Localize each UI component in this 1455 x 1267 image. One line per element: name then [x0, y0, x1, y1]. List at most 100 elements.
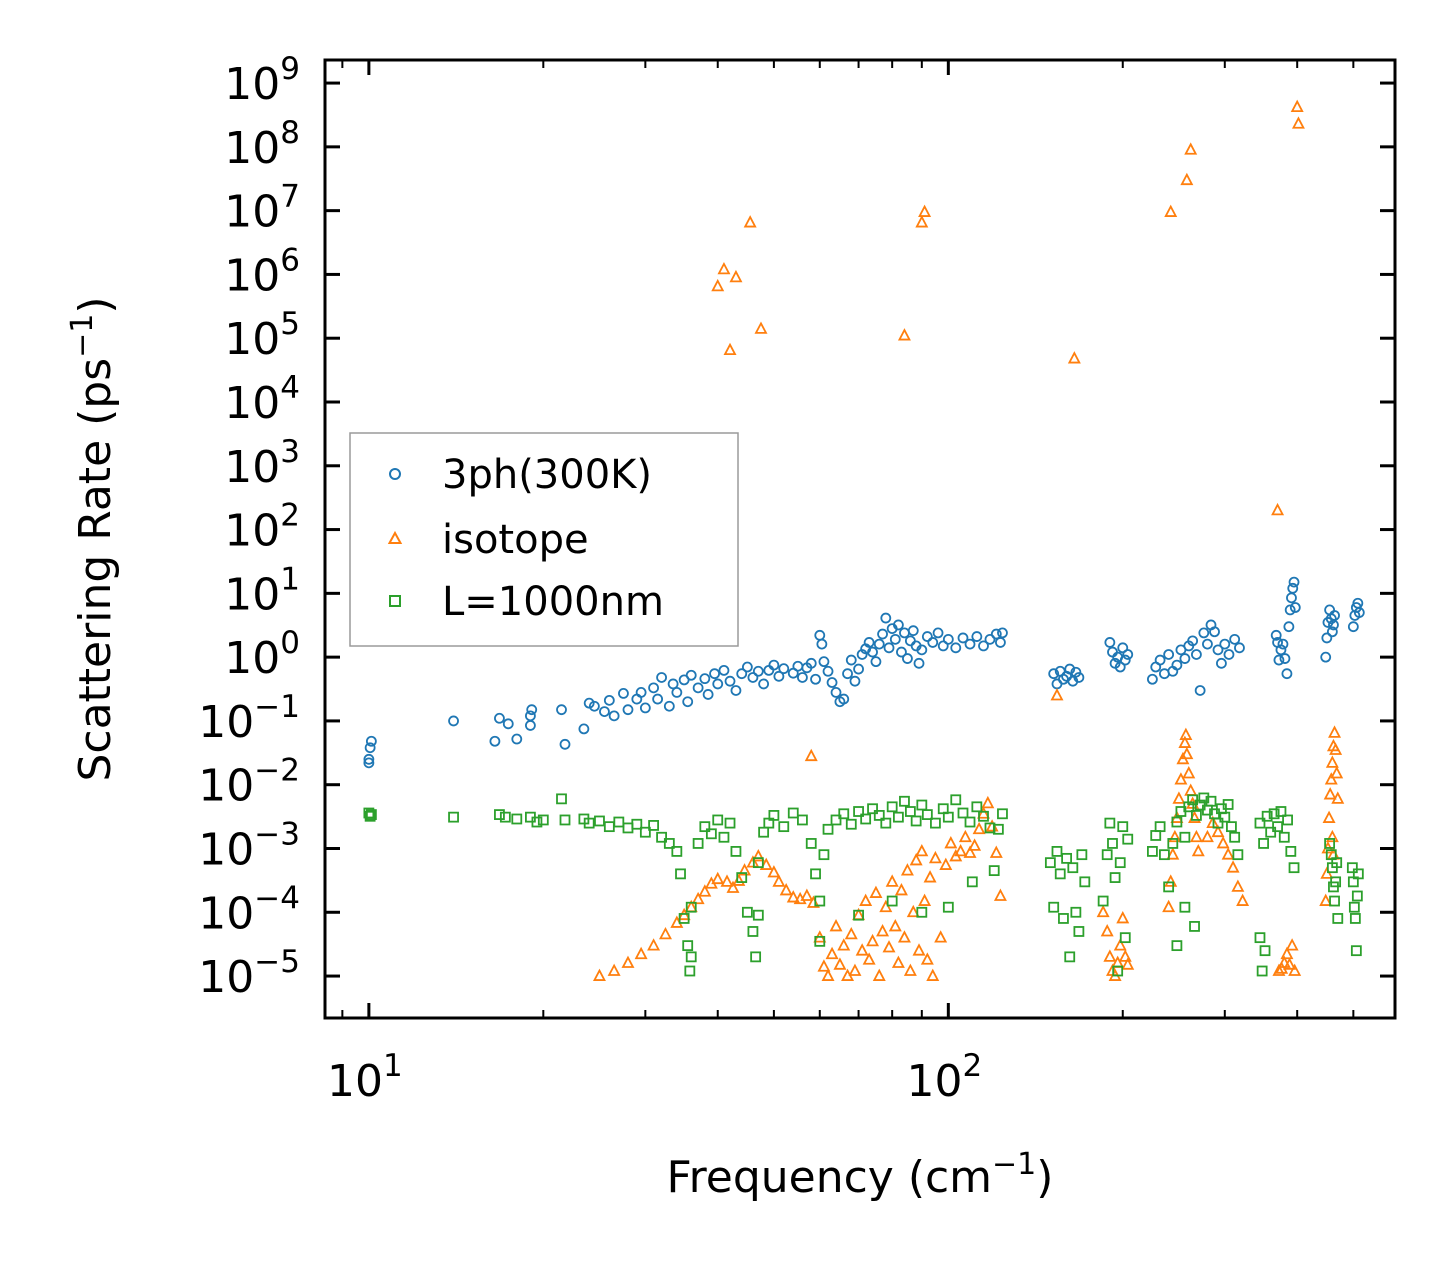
data-point-isotope [621, 955, 635, 968]
data-point-boundary [1278, 831, 1290, 843]
data-point-boundary [1261, 810, 1273, 822]
data-point-boundary [880, 817, 892, 829]
data-point-3ph [608, 710, 620, 722]
data-point-isotope [1182, 766, 1196, 779]
y-tick-label: 104 [224, 370, 300, 429]
data-point-boundary [1352, 868, 1364, 880]
data-point-isotope [926, 968, 940, 981]
data-point-boundary [365, 809, 377, 820]
data-point-isotope [1211, 824, 1225, 838]
y-tick-label: 102 [224, 498, 300, 557]
data-point-boundary [1254, 817, 1266, 829]
legend: 3ph(300K) isotope L=1000nm [349, 432, 739, 647]
data-point-boundary [1076, 849, 1088, 861]
data-point-boundary [1163, 881, 1175, 893]
data-point-isotope [723, 342, 737, 356]
data-point-boundary [957, 807, 969, 819]
data-point-isotope [720, 874, 734, 887]
data-point-isotope [859, 893, 873, 906]
data-point-boundary [1048, 901, 1060, 913]
data-point-isotope [817, 959, 831, 972]
y-tick-label: 108 [224, 115, 300, 174]
data-point-3ph [682, 696, 694, 708]
data-point-boundary [1285, 846, 1297, 857]
data-point-3ph [1324, 604, 1336, 616]
data-point-3ph [1283, 621, 1295, 633]
data-point-3ph [1320, 651, 1332, 663]
data-point-3ph [990, 628, 1002, 640]
data-point-isotope [1103, 949, 1117, 962]
data-point-boundary [1268, 808, 1280, 820]
data-point-3ph [663, 700, 675, 712]
data-point-isotope [833, 957, 847, 970]
y-tick-label: 103 [224, 434, 300, 493]
data-point-boundary [537, 814, 549, 826]
data-point-isotope [972, 821, 986, 835]
data-point-3ph [892, 619, 904, 631]
data-point-3ph [971, 631, 983, 642]
data-point-isotope [1067, 351, 1081, 364]
data-point-3ph [863, 637, 875, 648]
data-point-isotope [1330, 766, 1344, 779]
data-point-3ph [1114, 661, 1126, 673]
data-point-isotope [1325, 829, 1339, 843]
data-point-isotope [885, 874, 899, 887]
data-point-boundary [671, 846, 683, 857]
data-point-isotope [1100, 924, 1114, 937]
data-point-3ph [1223, 649, 1235, 660]
data-point-boundary [1101, 849, 1113, 861]
data-point-boundary [1351, 890, 1363, 902]
data-point-3ph [883, 642, 895, 654]
data-point-3ph [736, 668, 748, 680]
data-point-isotope [977, 806, 990, 819]
data-point-isotope [848, 963, 862, 976]
y-tick-label: 106 [224, 242, 300, 301]
data-point-isotope [1121, 957, 1135, 970]
data-point-isotope [918, 204, 932, 217]
data-point-boundary [1117, 821, 1129, 833]
data-point-3ph [1070, 666, 1082, 678]
data-point-3ph [877, 628, 888, 640]
data-point-3ph [1191, 649, 1202, 660]
data-point-boundary [1324, 838, 1336, 849]
data-point-isotope [1236, 893, 1250, 906]
data-point-isotope [855, 943, 869, 956]
data-point-3ph [907, 625, 919, 637]
data-point-3ph [1179, 653, 1191, 664]
data-point-3ph [805, 657, 817, 669]
y-tick-label: 10−3 [198, 816, 300, 875]
data-point-isotope [888, 918, 902, 932]
data-point-boundary [1189, 921, 1200, 932]
data-point-boundary [559, 814, 571, 826]
data-point-boundary [631, 818, 643, 830]
data-point-boundary [1332, 913, 1344, 924]
data-point-3ph [588, 700, 600, 712]
data-point-isotope [1172, 791, 1186, 804]
data-point-isotope [1189, 829, 1203, 843]
data-point-isotope [1323, 787, 1337, 800]
data-point-boundary [1259, 945, 1271, 957]
data-point-boundary [1058, 913, 1069, 924]
data-point-boundary [1275, 806, 1287, 817]
data-point-isotope [879, 899, 893, 913]
y-axis-ticks: 10910810710610510410310210110010−110−210… [198, 51, 1395, 1003]
data-point-3ph [822, 665, 834, 677]
data-point-3ph [448, 715, 459, 727]
data-point-isotope [963, 845, 977, 858]
x-tick-label: 101 [327, 1048, 403, 1107]
data-point-boundary [1232, 849, 1244, 861]
data-point-3ph [896, 646, 907, 658]
data-point-3ph [1198, 627, 1210, 639]
data-point-isotope [1221, 847, 1235, 860]
data-point-3ph [1229, 633, 1241, 645]
data-point-boundary [1070, 906, 1082, 918]
data-point-boundary [499, 811, 511, 823]
data-point-boundary [363, 807, 375, 819]
data-point-boundary [1272, 821, 1283, 833]
data-point-boundary [971, 801, 983, 813]
series-2 [363, 792, 1364, 977]
data-point-boundary [1288, 862, 1300, 874]
data-point-3ph [902, 653, 913, 664]
data-point-isotope [944, 836, 958, 849]
data-point-boundary [768, 810, 780, 821]
